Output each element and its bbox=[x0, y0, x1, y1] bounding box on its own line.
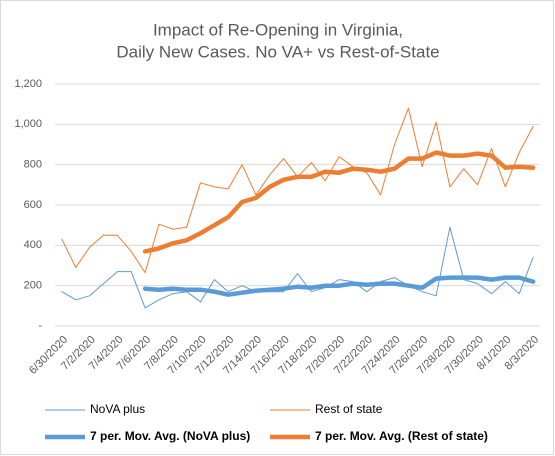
y-tick-label: 600 bbox=[24, 199, 42, 211]
y-tick-label: 1,000 bbox=[14, 118, 42, 130]
legend-label: Rest of state bbox=[315, 402, 383, 416]
legend-label: NoVA plus bbox=[90, 402, 145, 416]
y-tick-label: 400 bbox=[24, 239, 42, 251]
series-line bbox=[61, 226, 534, 309]
series-line bbox=[142, 150, 536, 254]
series-line bbox=[142, 275, 536, 297]
chart-title: Daily New Cases. No VA+ vs Rest-of-State bbox=[116, 42, 439, 61]
y-tick-label: 1,200 bbox=[14, 78, 42, 90]
y-tick-label: - bbox=[38, 320, 42, 332]
legend-label: 7 per. Mov. Avg. (Rest of state) bbox=[315, 429, 488, 443]
chart-title: Impact of Re-Opening in Virginia, bbox=[153, 20, 403, 39]
y-tick-label: 800 bbox=[24, 159, 42, 171]
y-tick-label: 200 bbox=[24, 280, 42, 292]
legend-label: 7 per. Mov. Avg. (NoVA plus) bbox=[90, 429, 250, 443]
